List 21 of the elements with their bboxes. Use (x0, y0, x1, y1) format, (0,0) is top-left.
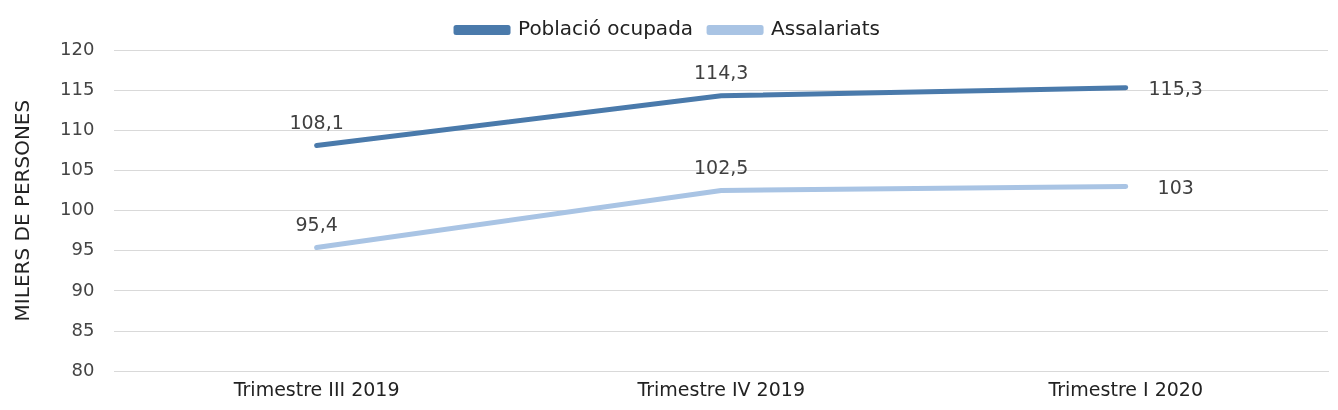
y-axis-title: MILERS DE PERSONES (10, 99, 35, 322)
data-label: 115,3 (1148, 77, 1203, 100)
x-tick-label: Trimestre III 2019 (232, 377, 400, 400)
legend-label: Població ocupada (518, 16, 694, 41)
y-tick-label: 120 (60, 37, 95, 59)
legend-label: Assalariats (771, 16, 880, 41)
y-tick-label: 80 (71, 358, 95, 380)
data-label: 114,3 (693, 61, 749, 84)
data-label: 102,5 (693, 155, 749, 178)
x-tick-label: Trimestre I 2020 (1047, 377, 1204, 400)
x-tick-label: Trimestre IV 2019 (636, 377, 805, 400)
y-tick-label: 105 (60, 158, 95, 180)
y-tick-label: 115 (60, 77, 95, 99)
data-label: 95,4 (295, 212, 338, 235)
y-tick-label: 95 (71, 238, 95, 260)
y-tick-label: 85 (71, 318, 95, 340)
y-tick-label: 100 (60, 198, 95, 220)
y-tick-label: 90 (71, 278, 95, 300)
y-tick-label: 110 (60, 117, 95, 139)
data-label: 108,1 (289, 110, 344, 133)
data-label: 103 (1157, 175, 1194, 198)
